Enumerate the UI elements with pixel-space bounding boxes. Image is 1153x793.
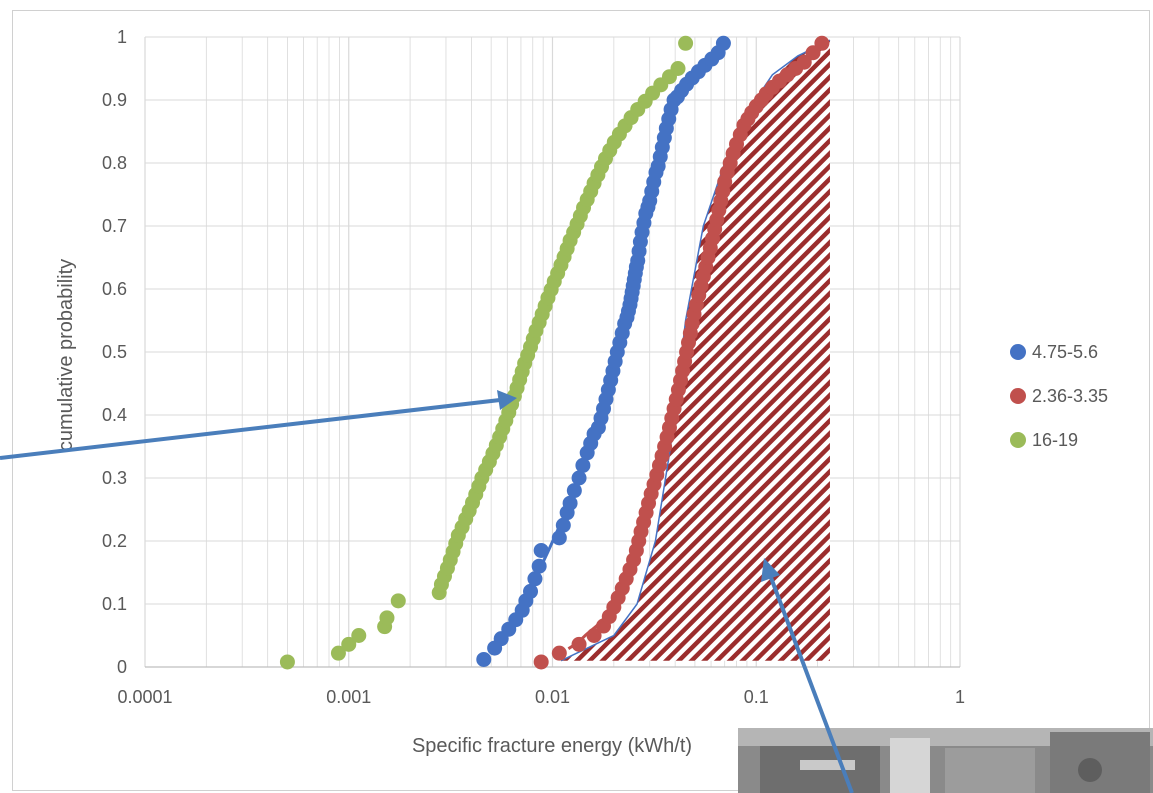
x-tick-label: 0.01 <box>535 687 570 707</box>
legend-label: 4.75-5.6 <box>1032 342 1098 362</box>
y-tick-label: 1 <box>117 27 127 47</box>
data-point <box>341 636 357 652</box>
data-point <box>562 495 578 511</box>
y-tick-label: 0.9 <box>102 90 127 110</box>
legend-marker <box>1010 432 1026 448</box>
data-point <box>390 593 406 609</box>
data-point <box>533 542 549 558</box>
data-point <box>575 457 591 473</box>
x-axis-label: Specific fracture energy (kWh/t) <box>412 735 692 757</box>
data-point <box>571 636 587 652</box>
data-point <box>586 628 602 643</box>
y-tick-label: 0.1 <box>102 594 127 614</box>
y-tick-label: 0 <box>117 657 127 677</box>
data-point <box>814 35 830 51</box>
data-points <box>279 35 830 670</box>
legend-label: 2.36-3.35 <box>1032 386 1108 406</box>
x-tick-label: 0.1 <box>744 687 769 707</box>
data-point <box>551 645 567 661</box>
legend: 4.75-5.6 2.36-3.35 16-19 <box>1010 342 1108 450</box>
data-point <box>351 628 367 643</box>
data-point <box>670 61 686 76</box>
arrow-bottom-head <box>761 558 780 582</box>
y-tick-label: 0.6 <box>102 279 127 299</box>
equipment-photo <box>738 728 1153 793</box>
data-point <box>796 54 812 70</box>
data-point <box>533 654 549 670</box>
data-point <box>531 558 547 574</box>
x-tick-label: 1 <box>955 687 965 707</box>
arrow-left-head <box>497 390 517 410</box>
shaded-region <box>560 39 831 662</box>
data-point <box>566 483 582 499</box>
data-point <box>715 35 731 51</box>
hatched-area-outline <box>560 39 831 662</box>
y-tick-label: 0.2 <box>102 531 127 551</box>
data-point <box>476 651 492 667</box>
data-point <box>551 530 567 546</box>
data-point <box>279 654 295 670</box>
legend-label: 16-19 <box>1032 430 1078 450</box>
data-point <box>571 470 587 486</box>
y-tick-label: 0.8 <box>102 153 127 173</box>
arrow-bottom <box>768 574 854 793</box>
legend-marker <box>1010 388 1026 404</box>
y-tick-label: 0.3 <box>102 468 127 488</box>
data-point <box>379 610 395 626</box>
y-axis-label: cumulative probability <box>55 259 77 451</box>
tick-labels: 0.0001 0.001 0.01 0.1 1 0 0.1 0.2 0.3 0.4 0.5 0.6 0.… <box>102 27 965 707</box>
legend-marker <box>1010 344 1026 360</box>
annotation-arrows <box>0 390 854 793</box>
y-tick-label: 0.4 <box>102 405 127 425</box>
y-tick-label: 0.7 <box>102 216 127 236</box>
x-tick-label: 0.001 <box>326 687 371 707</box>
data-point <box>678 35 694 51</box>
hatched-area <box>560 40 830 661</box>
data-point <box>330 645 346 661</box>
grid-lines <box>144 36 961 668</box>
arrow-left <box>0 398 501 460</box>
data-point <box>523 583 539 599</box>
data-point <box>527 571 543 587</box>
data-point <box>805 45 821 61</box>
x-tick-label: 0.0001 <box>117 687 172 707</box>
y-tick-label: 0.5 <box>102 342 127 362</box>
data-point <box>555 517 571 533</box>
